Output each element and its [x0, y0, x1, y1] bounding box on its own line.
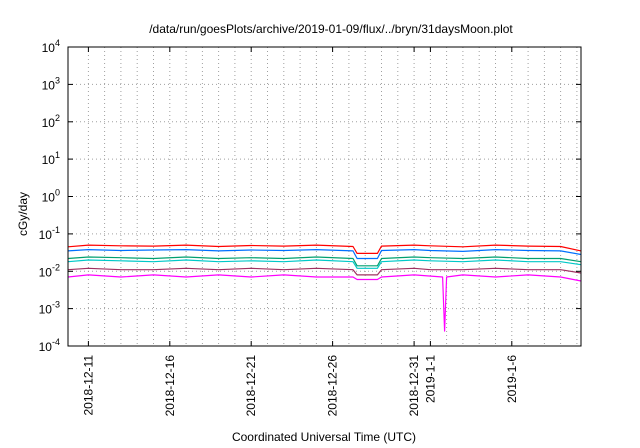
x-tick-label: 2018-12-31	[407, 355, 421, 417]
x-axis-label: Coordinated Universal Time (UTC)	[232, 430, 416, 444]
chart-title: /data/run/goesPlots/archive/2019-01-09/f…	[149, 22, 513, 36]
series-line	[67, 256, 582, 267]
grid-lines	[68, 47, 581, 346]
y-tick-label: 102	[42, 113, 60, 130]
x-tick-label: 2018-12-11	[81, 355, 95, 416]
x-tick-label: 2018-12-21	[244, 355, 258, 417]
y-axis-label: cGy/day	[16, 192, 30, 236]
y-tick-label: 10-1	[39, 225, 60, 242]
series-line	[67, 259, 582, 269]
y-tick-label: 103	[42, 75, 60, 92]
y-tick-label: 100	[42, 188, 60, 205]
y-tick-label: 10-3	[39, 300, 60, 317]
x-tick-label: 2019-1-6	[505, 355, 519, 403]
x-tick-label: 2019-1-1	[423, 355, 437, 403]
series-line	[67, 274, 582, 332]
y-tick-labels: 10-4 10-3 10-2 10-1 100 101 102 103 104	[39, 38, 60, 354]
x-tick-label: 2018-12-16	[163, 355, 177, 417]
x-tick-label: 2018-12-26	[326, 355, 340, 417]
axis-ticks	[68, 46, 581, 347]
x-tick-labels: 2018-12-11 2018-12-16 2018-12-21 2018-12-26…	[81, 355, 518, 417]
series-group	[67, 244, 582, 332]
series-line	[67, 267, 582, 276]
series-line	[67, 249, 582, 260]
y-tick-label: 101	[42, 150, 60, 167]
y-tick-label: 10-4	[39, 337, 60, 354]
y-tick-label: 10-2	[39, 262, 60, 279]
series-line	[67, 244, 582, 254]
y-tick-label: 104	[42, 38, 60, 55]
